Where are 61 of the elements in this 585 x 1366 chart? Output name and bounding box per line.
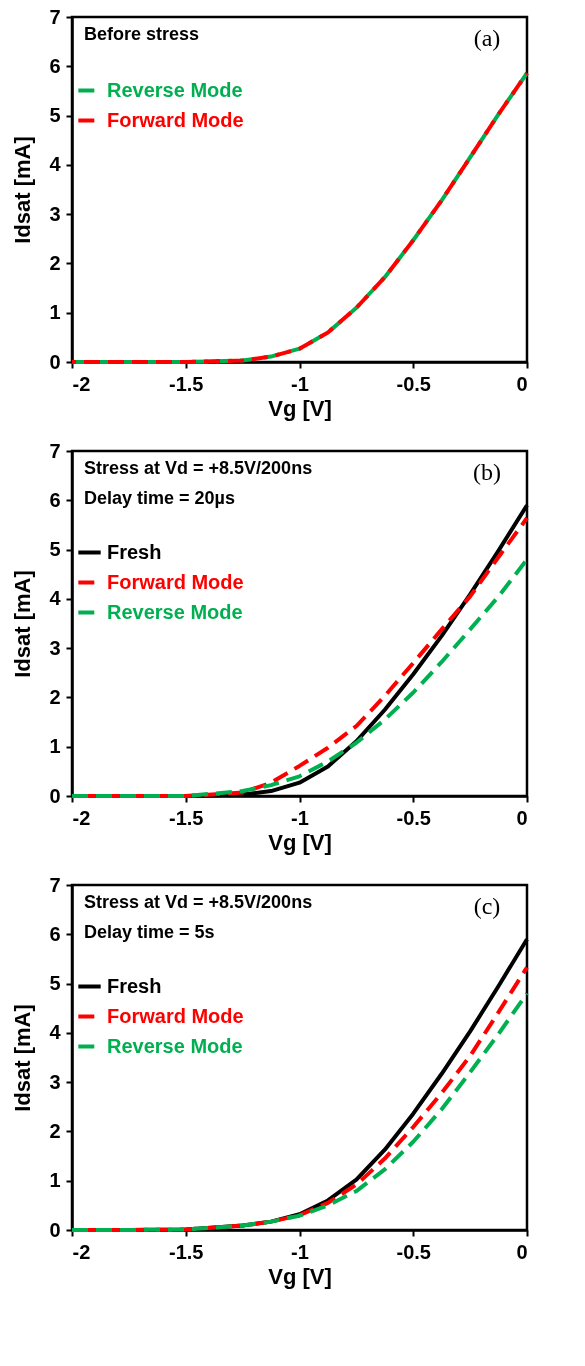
y-tick-label: 3: [49, 1070, 61, 1093]
annotation: (c): [473, 893, 501, 919]
annotation: (b): [473, 459, 501, 485]
x-tick-label: -1: [291, 806, 309, 829]
annotation: Delay time = 5s: [84, 922, 215, 942]
x-tick-label: -0.5: [396, 806, 431, 829]
y-axis-title: Idsat [mA]: [10, 136, 36, 244]
x-tick-label: -2: [72, 1240, 91, 1263]
y-tick-label: 2: [49, 1119, 61, 1142]
y-tick-label: 4: [49, 153, 62, 176]
y-tick-label: 5: [49, 972, 61, 995]
annotation: Before stress: [84, 24, 200, 44]
y-tick-label: 3: [49, 202, 61, 225]
x-tick-label: 0: [516, 806, 528, 829]
y-tick-label: 6: [49, 922, 61, 945]
legend-label: Forward Mode: [107, 570, 244, 593]
y-tick-label: 6: [49, 54, 61, 77]
y-tick-label: 3: [49, 636, 61, 659]
y-tick-label: 1: [49, 301, 61, 324]
x-tick-label: -1.5: [169, 806, 204, 829]
y-tick-label: 7: [49, 439, 61, 462]
y-tick-label: 4: [49, 1021, 62, 1044]
annotation: (a): [473, 25, 501, 51]
legend-label: Forward Mode: [107, 1004, 244, 1027]
y-tick-label: 1: [49, 735, 61, 758]
y-tick-label: 7: [49, 873, 61, 896]
y-tick-label: 0: [49, 350, 61, 373]
y-tick-label: 4: [49, 587, 62, 610]
x-tick-label: 0: [516, 1240, 528, 1263]
x-axis-title: Vg [V]: [268, 395, 332, 421]
x-tick-label: -1.5: [169, 1240, 204, 1263]
y-tick-label: 2: [49, 685, 61, 708]
x-tick-label: -1: [291, 1240, 309, 1263]
annotation: Stress at Vd = +8.5V/200ns: [84, 892, 313, 912]
x-tick-label: -0.5: [396, 1240, 431, 1263]
x-tick-label: -1: [291, 372, 309, 395]
annotation: Delay time = 20µs: [84, 488, 235, 508]
y-tick-label: 2: [49, 251, 61, 274]
y-tick-label: 0: [49, 784, 61, 807]
legend-label: Reverse Mode: [107, 600, 243, 623]
x-tick-label: 0: [516, 372, 528, 395]
annotation: Stress at Vd = +8.5V/200ns: [84, 458, 313, 478]
x-tick-label: -2: [72, 806, 91, 829]
y-tick-label: 1: [49, 1169, 61, 1192]
y-axis-title: Idsat [mA]: [10, 570, 36, 678]
legend-label: Forward Mode: [107, 108, 244, 131]
x-tick-label: -2: [72, 372, 91, 395]
x-tick-label: -0.5: [396, 372, 431, 395]
y-tick-label: 7: [49, 5, 61, 28]
legend-label: Reverse Mode: [107, 1034, 243, 1057]
y-tick-label: 0: [49, 1218, 61, 1241]
legend-label: Fresh: [107, 540, 162, 563]
x-tick-label: -1.5: [169, 372, 204, 395]
y-axis-title: Idsat [mA]: [10, 1004, 36, 1112]
legend-label: Fresh: [107, 974, 162, 997]
legend-label: Reverse Mode: [107, 78, 243, 101]
y-tick-label: 5: [49, 538, 61, 561]
x-axis-title: Vg [V]: [268, 1263, 332, 1289]
x-axis-title: Vg [V]: [268, 829, 332, 855]
y-tick-label: 5: [49, 104, 61, 127]
y-tick-label: 6: [49, 488, 61, 511]
